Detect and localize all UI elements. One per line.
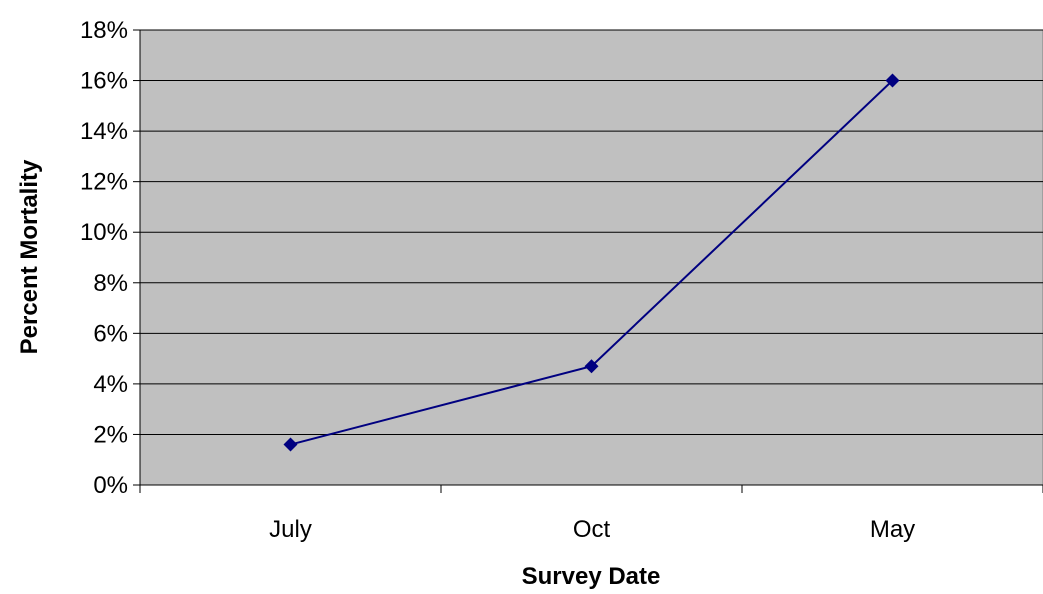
y-axis-ticks: 0% 2% 4% 6% 8% 10% 12% 14% 16% 18% — [80, 17, 140, 499]
y-tick-label: 4% — [93, 371, 128, 398]
gridlines — [140, 29, 1043, 435]
y-axis-title: Percent Mortality — [16, 159, 43, 354]
data-point-marker — [584, 359, 599, 374]
data-point-marker — [283, 437, 298, 452]
x-axis-title: Survey Date — [522, 563, 661, 590]
series-group — [283, 73, 900, 452]
y-tick-label: 14% — [80, 118, 128, 145]
x-axis-ticks: July Oct May — [139, 485, 1043, 543]
y-tick-label: 16% — [80, 68, 128, 95]
y-tick-label: 18% — [80, 17, 128, 44]
x-tick-label: May — [870, 516, 915, 543]
plot-area — [139, 29, 1043, 486]
y-tick-label: 0% — [93, 472, 128, 499]
y-tick-label: 2% — [93, 421, 128, 448]
y-tick-label: 12% — [80, 169, 128, 196]
y-tick-label: 10% — [80, 219, 128, 246]
x-tick-label: Oct — [573, 516, 611, 543]
y-tick-label: 8% — [93, 270, 128, 297]
y-tick-label: 6% — [93, 320, 128, 347]
x-tick-label: July — [269, 516, 312, 543]
data-point-marker — [885, 73, 900, 88]
